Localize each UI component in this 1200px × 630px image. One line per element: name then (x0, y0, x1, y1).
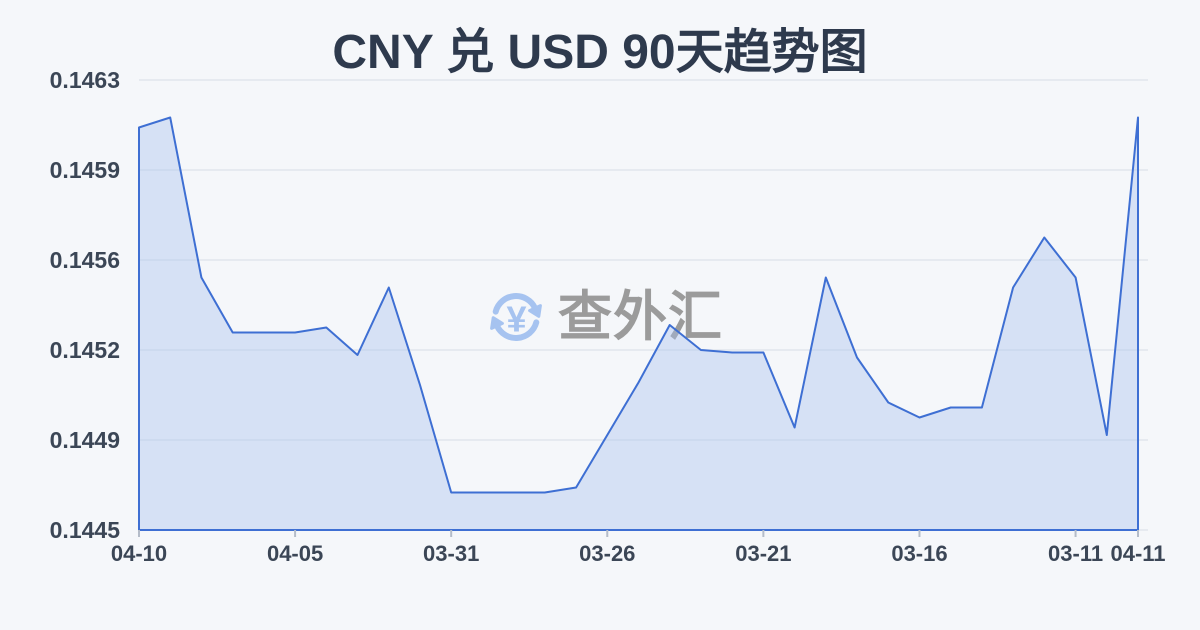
watermark-text: 查外汇 (558, 287, 723, 347)
svg-text:¥: ¥ (506, 299, 526, 340)
yuan-exchange-icon: ¥ (490, 293, 542, 341)
chart-title: CNY 兑 USD 90天趋势图 (332, 26, 868, 79)
watermark: ¥ 查外汇 (483, 283, 723, 351)
price-area-series (138, 116, 1139, 531)
